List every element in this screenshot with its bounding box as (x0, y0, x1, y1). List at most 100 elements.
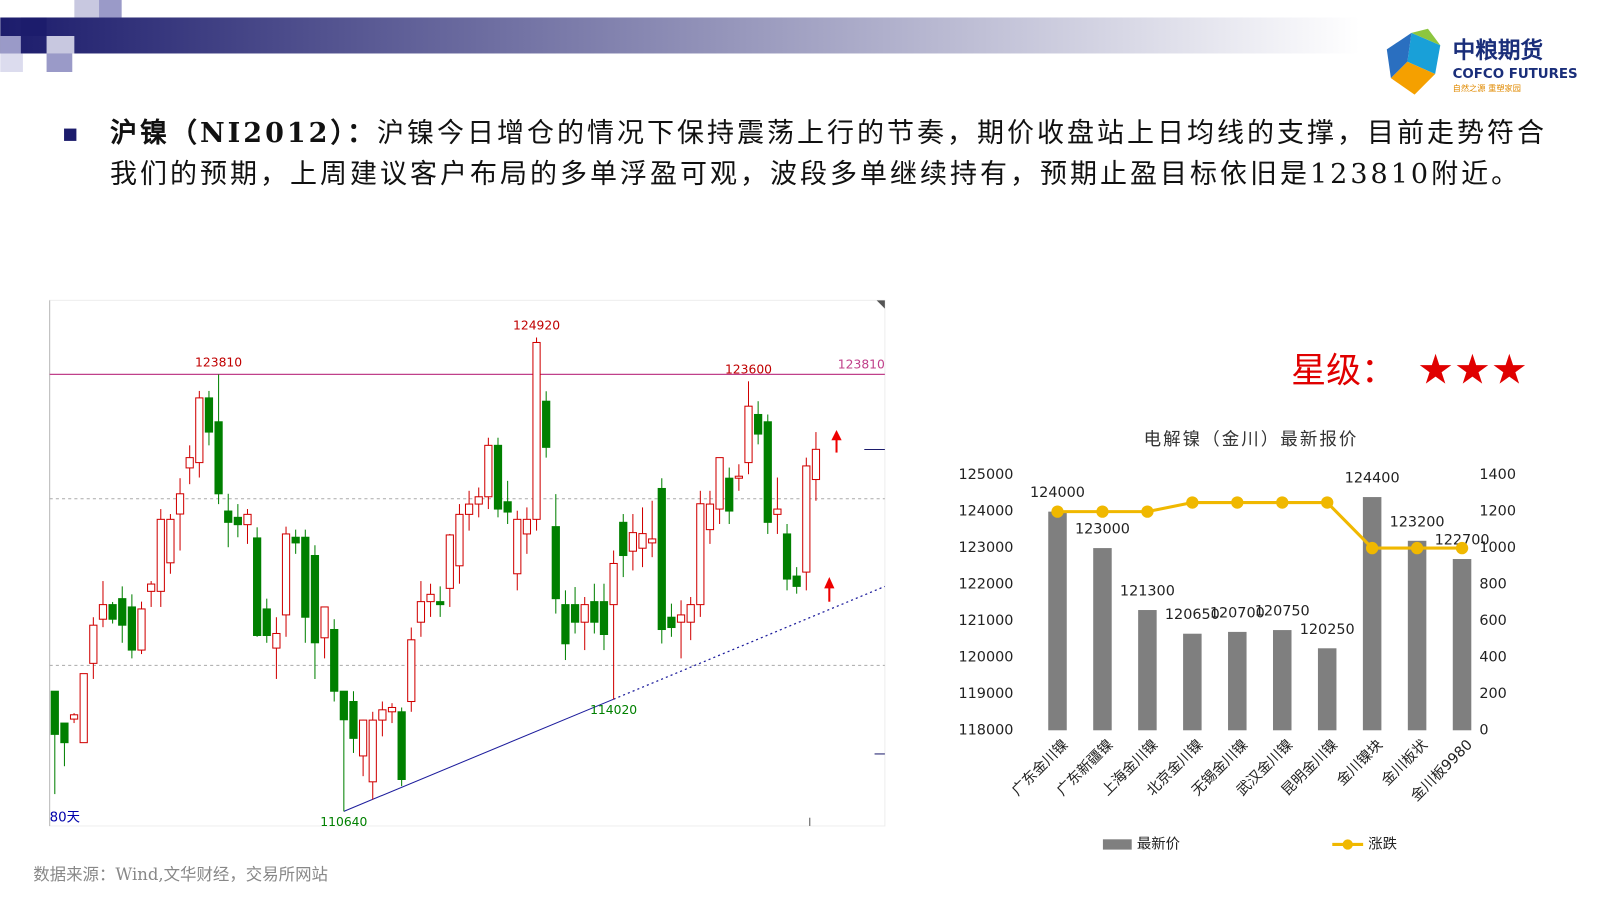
candle-body (69, 714, 79, 720)
bar-value-label: 123000 (1075, 522, 1130, 538)
bar-value-label: 124400 (1345, 471, 1400, 487)
rating-stars: ★★★ (1417, 345, 1528, 393)
candle-body (272, 632, 281, 649)
x-tick-label: 金川镍块 (1333, 736, 1386, 789)
candle-body (551, 526, 560, 600)
rating: 星级： ★★★ (1291, 345, 1528, 393)
logo-shape (1411, 28, 1441, 46)
candle-body (89, 624, 98, 664)
candle-body (657, 487, 666, 631)
candle-body (137, 608, 146, 651)
candle-body (561, 604, 570, 645)
candle-body (763, 421, 772, 523)
y2-tick-label: 600 (1479, 613, 1506, 629)
header-square (0, 36, 21, 54)
low-label: 114020 (590, 703, 637, 717)
candle-body (725, 477, 734, 512)
header-square (46, 36, 75, 54)
line-point (1410, 541, 1424, 555)
logo-name: 中粮期货 (1453, 37, 1543, 64)
candle-body (474, 496, 483, 505)
y2-tick-label: 400 (1479, 649, 1506, 665)
candle-body (513, 518, 522, 575)
candle-body (378, 709, 387, 721)
y-tick-label: 125000 (958, 467, 1013, 483)
bar-value-label: 123200 (1390, 514, 1445, 530)
y-tick-label: 119000 (958, 686, 1013, 702)
candle-body (715, 457, 724, 510)
bar (1407, 540, 1427, 731)
reference-label: 123810 (838, 358, 885, 372)
candle-body (301, 536, 310, 618)
bar (1228, 631, 1247, 731)
y2-tick-label: 1400 (1479, 467, 1516, 483)
bar (1138, 610, 1157, 731)
bar-value-label: 120650 (1165, 607, 1220, 623)
candle-body (195, 397, 204, 464)
line-point (1365, 541, 1379, 555)
header-square (20, 17, 47, 36)
bar (1183, 633, 1202, 731)
header-square (74, 0, 100, 18)
candle-body (522, 518, 532, 535)
paragraph-text: 沪镍今日增仓的情况下保持震荡上行的节奏，期价收盘站上日均线的支撑，目前走势符合我… (110, 118, 1547, 190)
candle-body (253, 537, 262, 636)
candle-body (619, 521, 628, 557)
candle-body (676, 614, 686, 623)
high-label: 124920 (513, 319, 560, 333)
y2-tick-label: 1200 (1479, 504, 1516, 520)
candle-body (705, 503, 715, 531)
candle-body (397, 711, 406, 781)
candle-body (166, 518, 175, 564)
line-point (1141, 505, 1154, 518)
candle-body (281, 533, 291, 616)
y-tick-label: 123000 (958, 540, 1013, 556)
candle-body (696, 503, 705, 606)
candle-body (387, 706, 397, 713)
candle-body (60, 722, 69, 744)
candle-panel (49, 299, 886, 827)
candle-body (330, 628, 339, 692)
candle-body (734, 475, 743, 479)
bar (1362, 497, 1382, 731)
bar-value-label: 121300 (1120, 584, 1175, 600)
candle-body (175, 493, 185, 515)
candle-body (320, 606, 329, 639)
candle-body (233, 516, 242, 526)
candle-body (108, 604, 117, 620)
candle-body (368, 719, 377, 783)
candle-body (464, 503, 474, 515)
source-note: 数据来源：Wind,文华财经，交易所网站 (33, 865, 328, 884)
line-point (1051, 505, 1064, 518)
candle-body (127, 606, 136, 651)
line-point (1186, 496, 1199, 509)
y-tick-label: 118000 (958, 722, 1013, 738)
candle-body (503, 501, 512, 513)
line-point (1455, 541, 1469, 555)
candle-body (436, 601, 445, 606)
bar (1093, 548, 1112, 731)
candle-body (773, 508, 782, 515)
candle-body (358, 719, 368, 757)
y-tick-label: 122000 (958, 577, 1013, 593)
candle-body (744, 405, 753, 464)
candle-body (686, 604, 695, 623)
bar-value-label: 120750 (1255, 604, 1310, 620)
legend-swatch (1102, 839, 1132, 850)
candle-body (580, 604, 589, 623)
legend-swatch-dot (1342, 839, 1353, 850)
candle-body (339, 690, 348, 721)
header-square (0, 0, 21, 18)
candle-body (243, 513, 252, 526)
candle-body (147, 583, 156, 592)
high-label: 123810 (195, 356, 242, 370)
candle-body (667, 616, 676, 629)
candle-body (570, 604, 580, 623)
logo-shape (1386, 32, 1412, 79)
candle-body (185, 457, 194, 469)
candle-body (262, 608, 271, 636)
paragraph-lead: 沪镍（NI2012）： (110, 118, 377, 149)
candle-body (532, 341, 541, 520)
